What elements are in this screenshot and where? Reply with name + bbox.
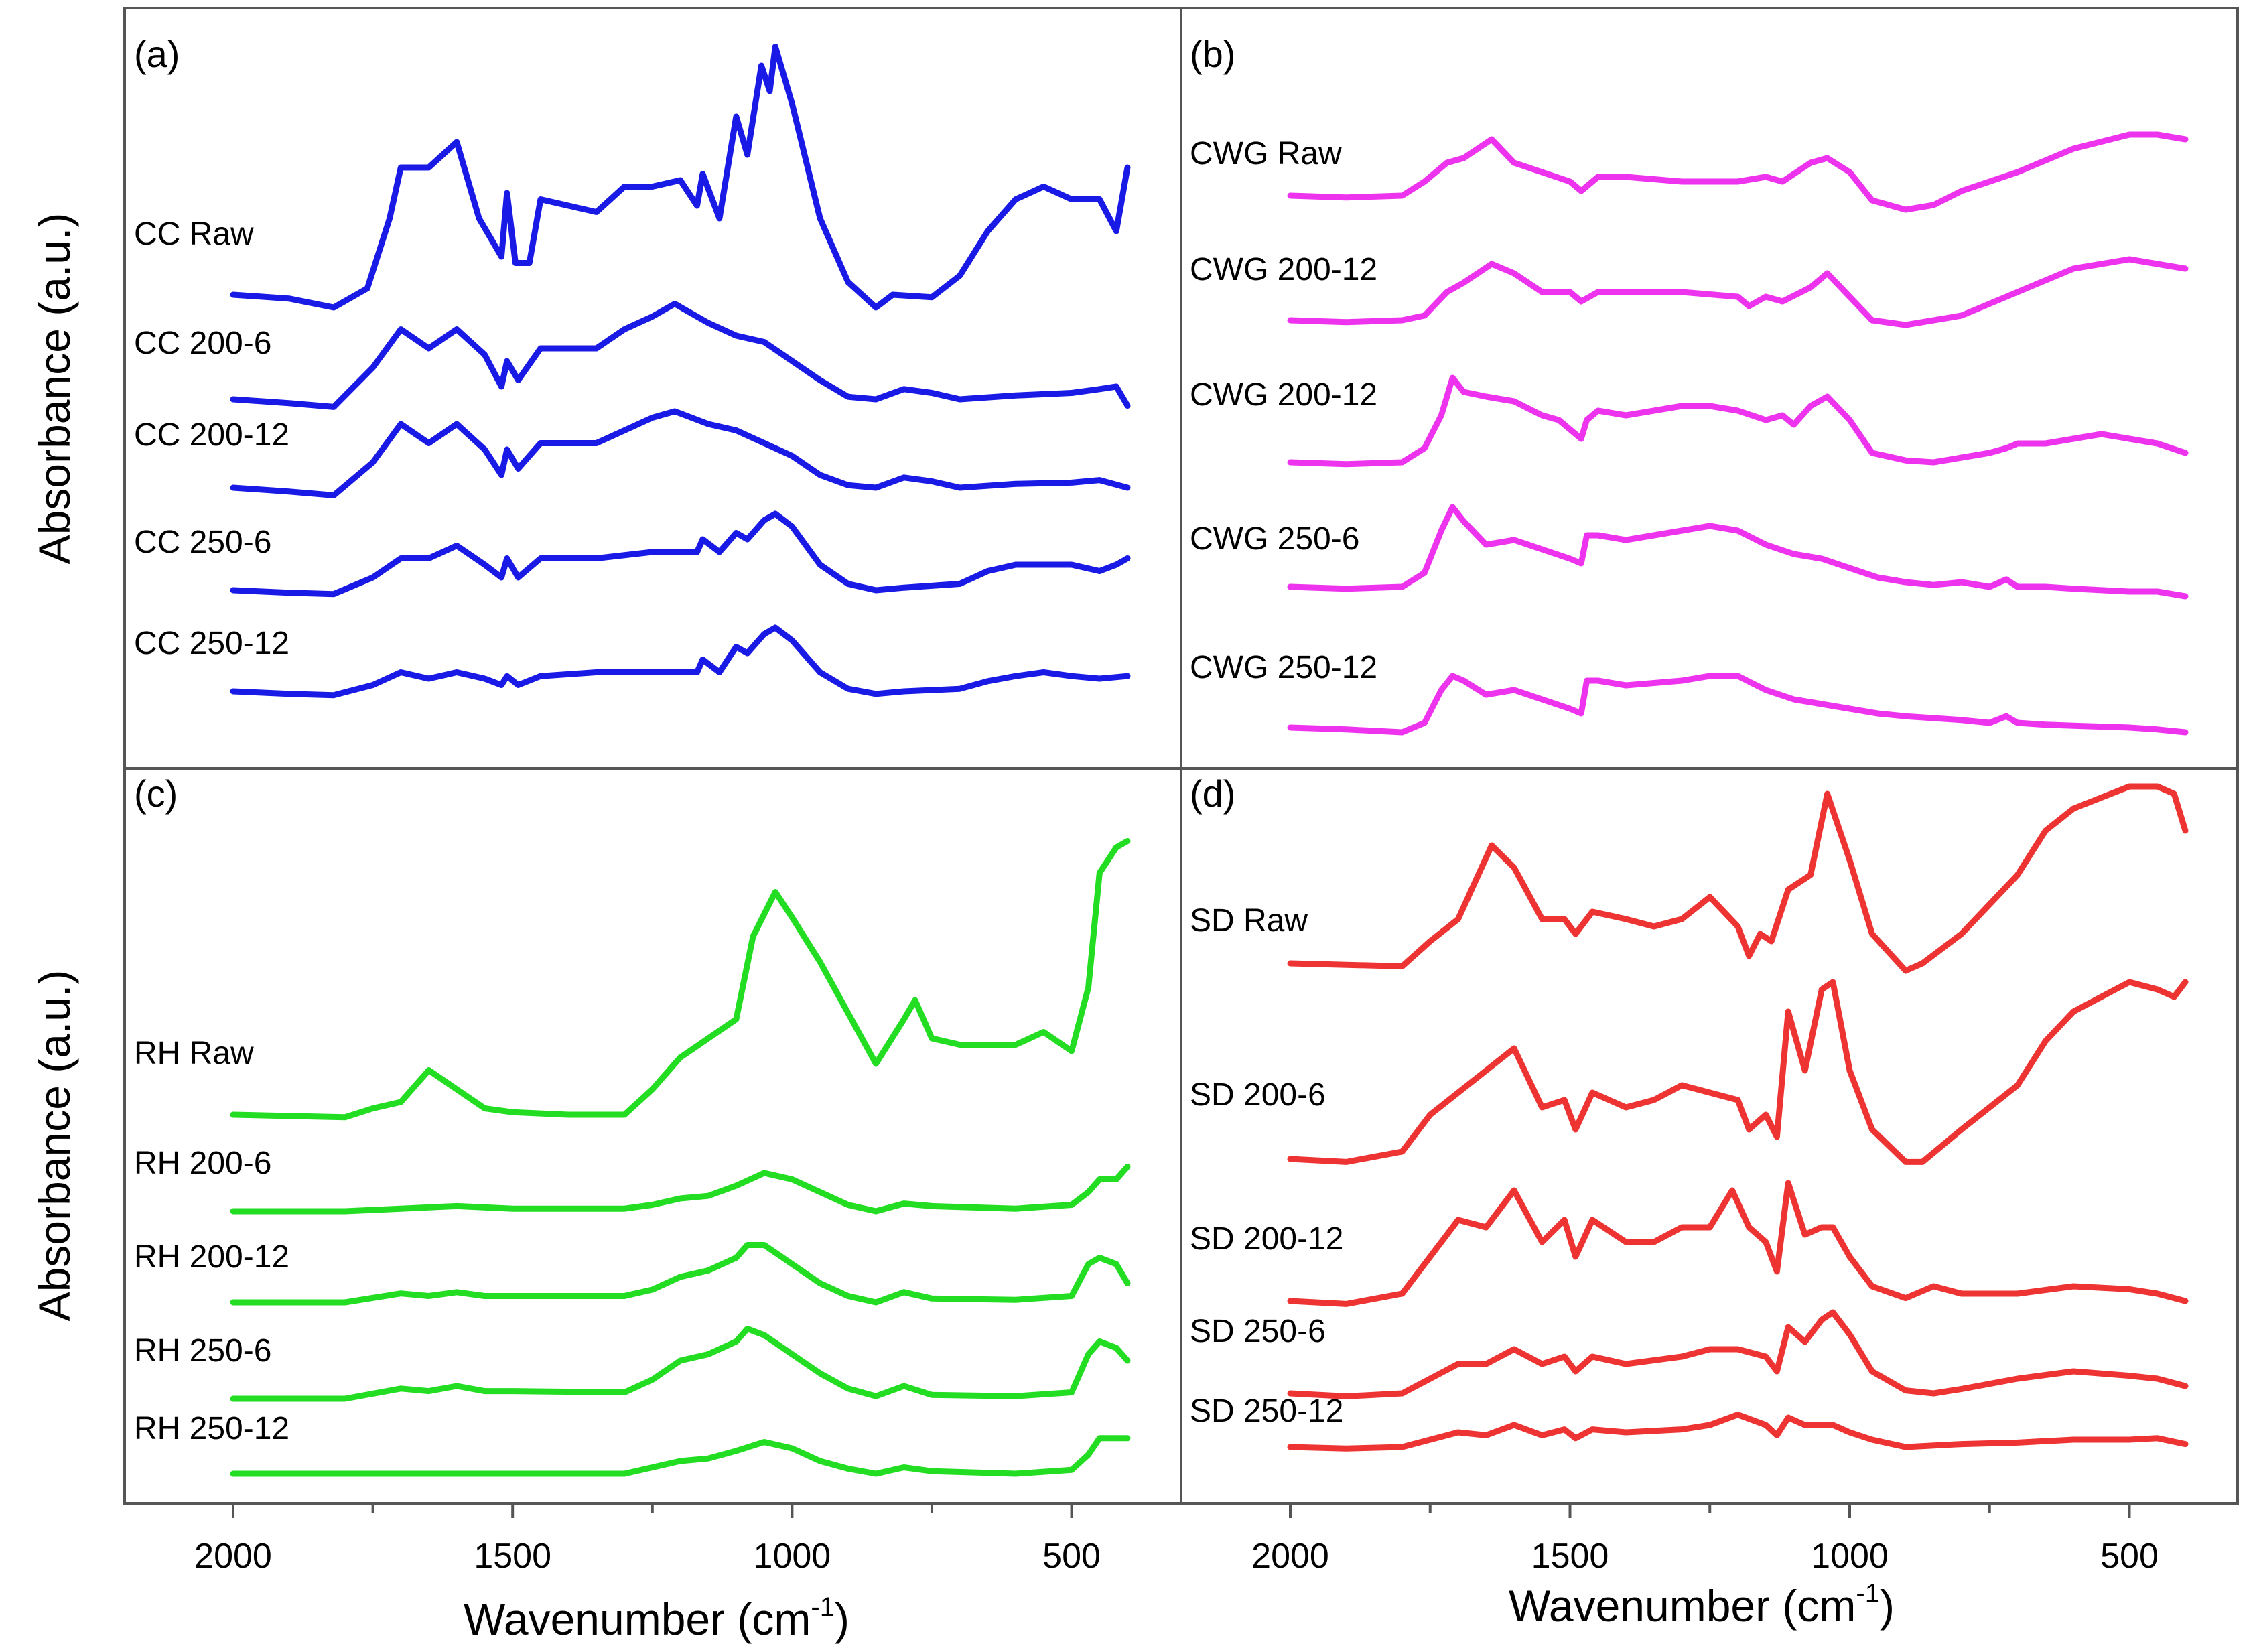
series-label: CWG 200-12 xyxy=(1190,252,1377,287)
series-label: CWG 200-12 xyxy=(1190,377,1377,413)
y-axis-title-top: Absorbance (a.u.) xyxy=(29,213,79,565)
panel-label: (b) xyxy=(1190,33,1235,75)
series-label: RH 200-6 xyxy=(134,1146,271,1181)
x-axis-title-right-end: ) xyxy=(1880,1581,1895,1631)
series-label: RH 250-12 xyxy=(134,1411,289,1446)
x-tick-label: 2000 xyxy=(194,1537,272,1576)
series-line-rh-raw xyxy=(230,838,1131,1121)
x-tick-label: 1500 xyxy=(1531,1537,1609,1576)
series-line-cc-200-6 xyxy=(230,301,1131,410)
panel-label: (c) xyxy=(134,772,178,815)
panels: (a) CC Raw CC 200-6 CC 200-12 CC 250-6 CC 250… xyxy=(134,33,2189,1576)
series-label: CC 250-12 xyxy=(134,626,289,661)
series-line-cwg-250-6 xyxy=(1287,504,2189,600)
series-label: RH 200-12 xyxy=(134,1239,289,1275)
panel-1: (b) CWG Raw CWG 200-12 CWG 200-12 CWG 250-6 C… xyxy=(1190,33,2189,736)
series-label: RH Raw xyxy=(134,1036,254,1071)
series-label: CWG 250-12 xyxy=(1190,650,1377,685)
x-axis-title-left: Wavenumber (cm-1) xyxy=(464,1592,849,1644)
series-line-cwg-200-12 xyxy=(1287,374,2189,468)
series-label: CC Raw xyxy=(134,216,254,252)
series-label: CWG 250-6 xyxy=(1190,521,1359,557)
x-tick-label: 1000 xyxy=(1811,1537,1889,1576)
series-label: SD 200-12 xyxy=(1190,1221,1343,1257)
y-axis-title-bottom: Absorbance (a.u.) xyxy=(29,970,79,1322)
x-axis-title-left-end: ) xyxy=(835,1594,849,1644)
x-tick-label: 2000 xyxy=(1251,1537,1329,1576)
series-line-sd-raw xyxy=(1287,783,2189,974)
series-line-cc-raw xyxy=(230,44,1131,311)
series-line-rh-250-6 xyxy=(230,1326,1131,1402)
series-line-sd-250-6 xyxy=(1287,1309,2189,1399)
series-label: SD 250-12 xyxy=(1190,1393,1343,1429)
series-label: SD 250-6 xyxy=(1190,1314,1326,1349)
x-axis-title-left-sup: -1 xyxy=(811,1592,835,1622)
x-tick-label: 1500 xyxy=(474,1537,551,1576)
series-label: RH 250-6 xyxy=(134,1333,271,1369)
series-label: CC 250-6 xyxy=(134,525,271,560)
x-axis-title-right: Wavenumber (cm-1) xyxy=(1509,1579,1895,1631)
x-axis-title-right-main: Wavenumber (cm xyxy=(1509,1581,1856,1631)
series-line-cc-200-12 xyxy=(230,408,1131,498)
x-tick-label: 500 xyxy=(2100,1537,2159,1576)
series-line-sd-250-12 xyxy=(1287,1412,2189,1452)
series-line-rh-200-12 xyxy=(230,1242,1131,1306)
series-line-rh-200-6 xyxy=(230,1164,1131,1215)
series-line-cc-250-12 xyxy=(230,624,1131,699)
series-line-rh-250-12 xyxy=(230,1435,1131,1477)
series-line-cwg-250-12 xyxy=(1287,673,2189,736)
series-label: CC 200-12 xyxy=(134,417,289,453)
x-tick-label: 500 xyxy=(1042,1537,1101,1576)
x-tick-label: 1000 xyxy=(754,1537,831,1576)
x-axis-title-right-sup: -1 xyxy=(1856,1579,1880,1608)
series-label: CWG Raw xyxy=(1190,136,1342,171)
series-label: CC 200-6 xyxy=(134,326,271,361)
series-label: SD Raw xyxy=(1190,903,1308,939)
series-line-cwg-200-12 xyxy=(1287,256,2189,328)
series-line-sd-200-12 xyxy=(1287,1180,2189,1307)
panel-0: (a) CC Raw CC 200-6 CC 200-12 CC 250-6 CC 250… xyxy=(134,33,1131,699)
series-label: SD 200-6 xyxy=(1190,1077,1326,1113)
panel-label: (a) xyxy=(134,33,180,75)
series-line-sd-200-6 xyxy=(1287,979,2189,1165)
series-line-cwg-raw xyxy=(1287,131,2189,213)
panel-2: (c) RH Raw RH 200-6 RH 200-12 RH 250-6 RH 250… xyxy=(134,772,1131,1576)
x-axis-title-left-main: Wavenumber (cm xyxy=(464,1594,811,1644)
panel-3: (d) SD Raw SD 200-6 SD 200-12 SD 250-6 SD 250… xyxy=(1190,772,2189,1576)
panel-label: (d) xyxy=(1190,772,1235,815)
series-line-cc-250-6 xyxy=(230,510,1131,598)
